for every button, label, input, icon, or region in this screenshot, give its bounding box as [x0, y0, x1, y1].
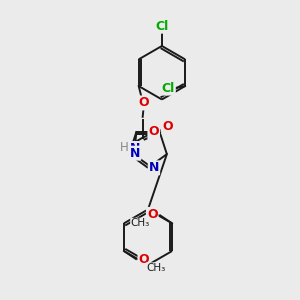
Text: H: H — [119, 141, 128, 154]
Text: N: N — [130, 147, 140, 160]
Text: CH₃: CH₃ — [146, 263, 165, 273]
Text: O: O — [139, 254, 149, 266]
Text: N: N — [149, 161, 159, 174]
Text: O: O — [162, 120, 173, 133]
Text: O: O — [138, 96, 149, 110]
Text: O: O — [148, 125, 159, 139]
Text: CH₃: CH₃ — [131, 218, 150, 228]
Text: N: N — [130, 142, 140, 155]
Text: O: O — [147, 208, 158, 221]
Text: Cl: Cl — [162, 82, 175, 94]
Text: Cl: Cl — [155, 20, 169, 33]
